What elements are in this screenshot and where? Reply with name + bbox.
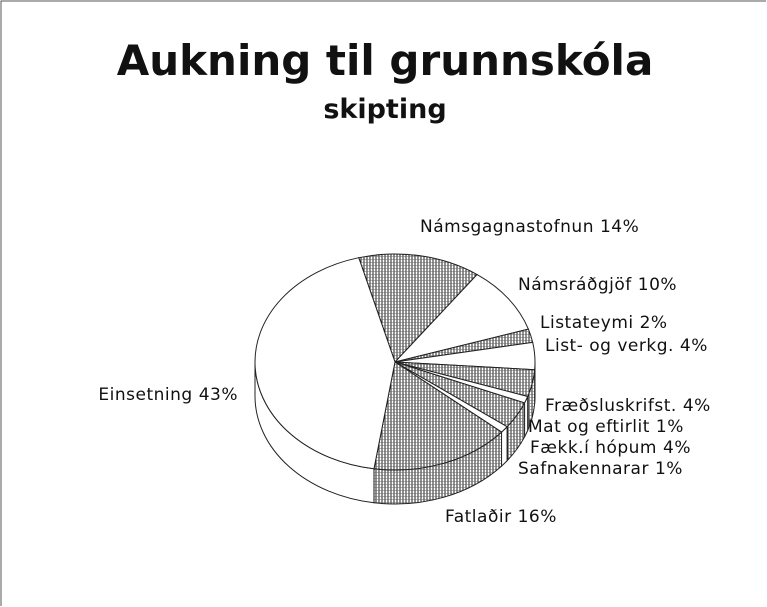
slice-value: 4%	[680, 336, 708, 356]
slice-name: Einsetning	[98, 385, 192, 405]
slice-name: Námsráðgjöf	[518, 275, 632, 295]
slice-label: Mat og eftirlit 1%	[528, 417, 684, 437]
slice-name: List- og verkg.	[545, 336, 674, 356]
chart-subtitle: skipting	[323, 94, 446, 125]
slice-value: 14%	[600, 217, 639, 237]
slice-name: Fræðsluskrifst.	[545, 396, 677, 416]
pie-slice	[358, 253, 478, 363]
pie-side	[501, 425, 508, 468]
slice-label: Listateymi 2%	[540, 313, 668, 333]
slice-label: Fækk.í hópum 4%	[530, 438, 691, 458]
slice-name: Fækk.í hópum	[530, 438, 657, 458]
slice-value: 43%	[199, 385, 238, 405]
pie-slice	[373, 361, 503, 471]
slice-label: Einsetning 43%	[98, 385, 238, 405]
slice-name: Listateymi	[540, 313, 634, 333]
pie-slice	[393, 273, 530, 363]
slice-value: 4%	[663, 438, 691, 458]
slice-label: Námsgagnastofnun 14%	[420, 217, 639, 237]
slice-value: 10%	[638, 275, 677, 295]
slice-name: Námsgagnastofnun	[420, 217, 594, 237]
slice-name: Mat og eftirlit	[528, 417, 650, 437]
slice-value: 1%	[656, 417, 684, 437]
slice-label: List- og verkg. 4%	[545, 336, 708, 356]
slice-label: Safnakennarar 1%	[518, 459, 683, 479]
slice-name: Fatlaðir	[445, 507, 512, 527]
slice-label: Fatlaðir 16%	[445, 507, 557, 527]
slice-name: Safnakennarar	[518, 459, 649, 479]
slice-label: Fræðsluskrifst. 4%	[545, 396, 711, 416]
slice-label: Námsráðgjöf 10%	[518, 275, 677, 295]
slice-value: 1%	[655, 459, 683, 479]
chart-title: Aukning til grunnskóla	[117, 36, 654, 85]
pie-slice	[254, 257, 396, 470]
slice-value: 4%	[683, 396, 711, 416]
slice-value: 2%	[640, 313, 668, 333]
slice-value: 16%	[518, 507, 557, 527]
